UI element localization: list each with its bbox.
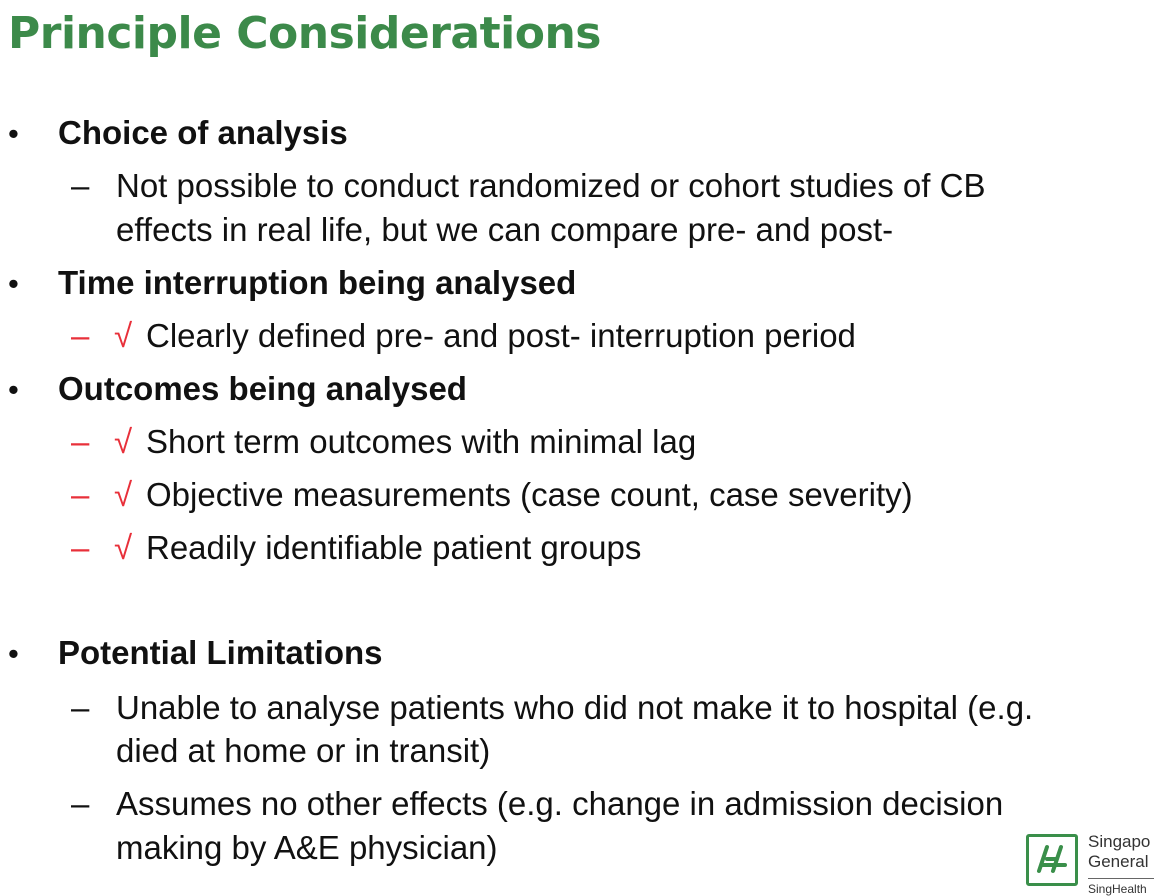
bullet-icon: • (8, 266, 19, 301)
section-heading-outcomes: Outcomes being analysed (58, 370, 467, 407)
list-item-line: Short term outcomes with minimal lag (146, 423, 697, 460)
dash-icon: – (71, 785, 90, 822)
logo-text-line3: SingHealth (1088, 882, 1147, 896)
list-item-line: Assumes no other effects (e.g. change in… (116, 785, 1004, 822)
check-icon: √ (114, 317, 133, 354)
list-item-line: Objective measurements (case count, case… (146, 476, 913, 513)
dash-icon: – (71, 529, 90, 566)
logo-divider (1088, 878, 1154, 879)
list-item-line: making by A&E physician) (116, 829, 498, 866)
section-heading-potential-limitations: Potential Limitations (58, 634, 383, 671)
bullet-icon: • (8, 372, 19, 407)
hospital-logo: Singapo General SingHealth (1026, 830, 1154, 896)
dash-icon: – (71, 167, 90, 204)
bullet-icon: • (8, 636, 19, 671)
list-item-line: Not possible to conduct randomized or co… (116, 167, 986, 204)
check-icon: √ (114, 529, 133, 566)
dash-icon: – (71, 689, 90, 726)
dash-icon: – (71, 423, 90, 460)
check-icon: √ (114, 476, 133, 513)
list-item-line: effects in real life, but we can compare… (116, 211, 894, 248)
dash-icon: – (71, 476, 90, 513)
logo-text-line2: General (1088, 852, 1149, 871)
section-heading-choice-of-analysis: Choice of analysis (58, 114, 348, 151)
list-item-line: Unable to analyse patients who did not m… (116, 689, 1034, 726)
dash-icon: – (71, 317, 90, 354)
check-icon: √ (114, 423, 133, 460)
list-item-line: Clearly defined pre- and post- interrupt… (146, 317, 856, 354)
list-item-line: died at home or in transit) (116, 732, 491, 769)
logo-icon (1026, 834, 1078, 886)
list-item-line: Readily identifiable patient groups (146, 529, 642, 566)
section-heading-time-interruption: Time interruption being analysed (58, 264, 577, 301)
logo-text-line1: Singapo (1088, 832, 1151, 851)
bullet-icon: • (8, 116, 19, 151)
page-title: Principle Considerations (8, 8, 601, 59)
